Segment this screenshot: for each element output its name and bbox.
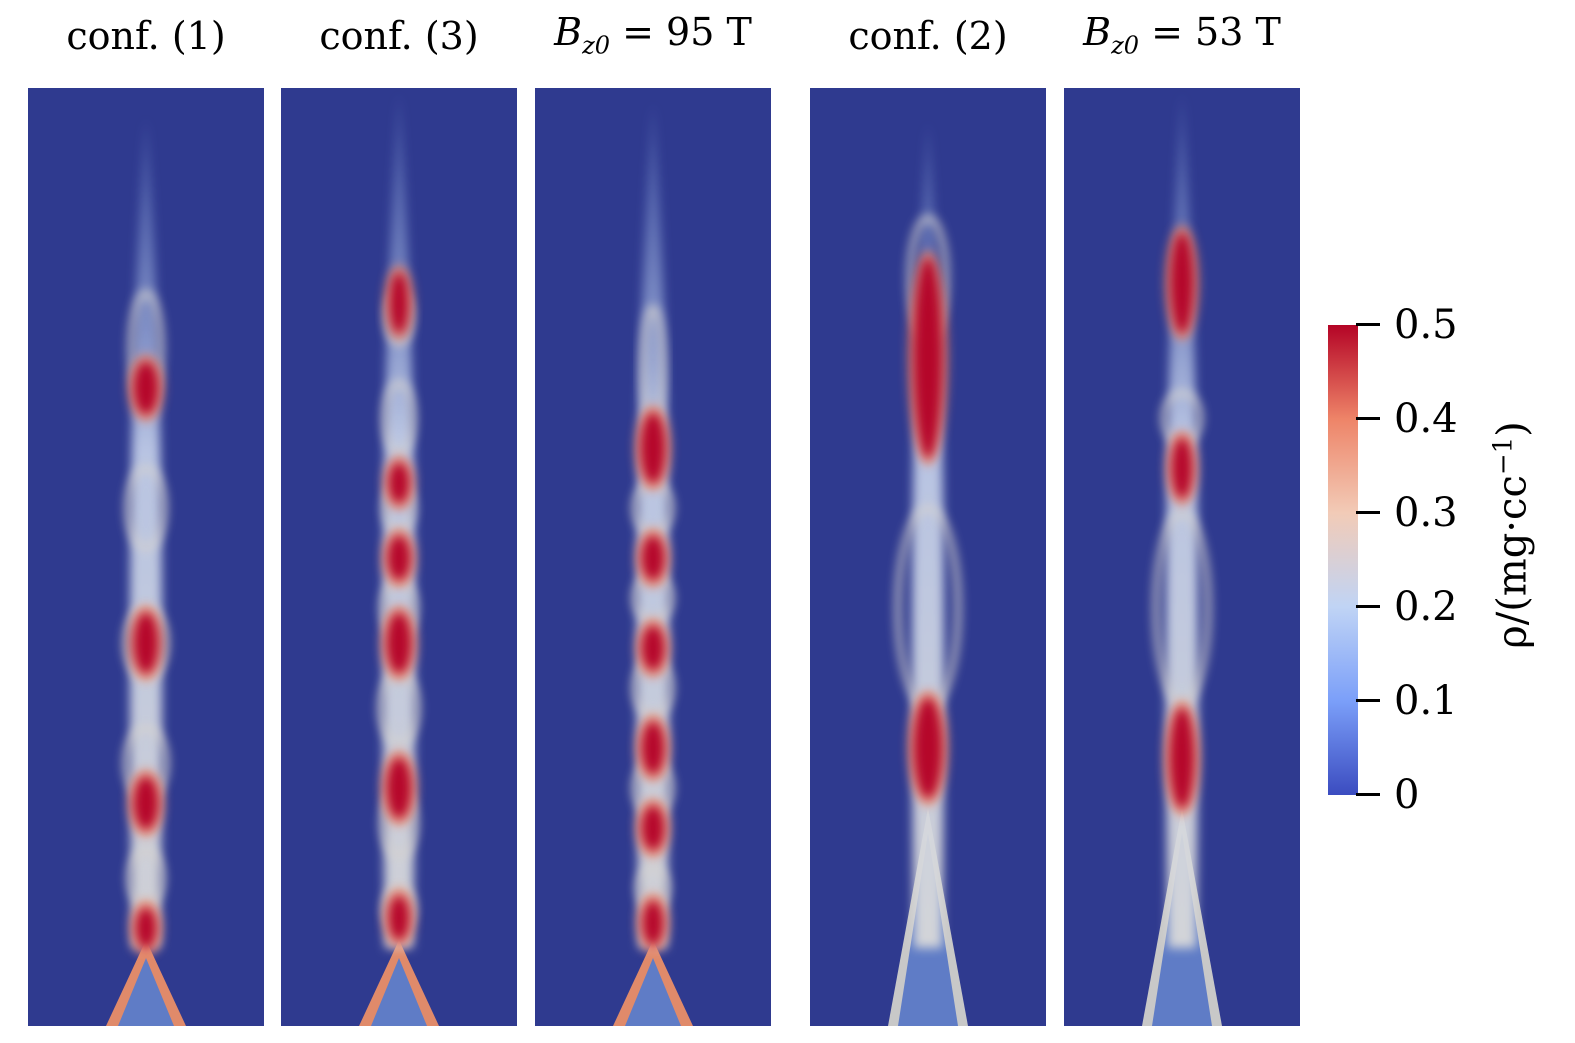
colorbar-tick [1356, 699, 1380, 702]
colorbar-tick-label: 0 [1394, 772, 1420, 818]
colorbar-tick-label: 0.3 [1394, 490, 1458, 536]
density-panel-bz0-95 [535, 88, 771, 1026]
colorbar [1328, 325, 1358, 795]
colorbar-tick [1356, 417, 1380, 420]
panel-title-bz0-95: Bz0 = 95 T [554, 10, 752, 60]
colorbar-tick [1356, 605, 1380, 608]
density-panel-conf3 [281, 88, 517, 1026]
colorbar-tick-label: 0.1 [1394, 678, 1458, 724]
colorbar-tick-label: 0.5 [1394, 302, 1458, 348]
panel-title-conf3: conf. (3) [319, 14, 479, 58]
panel-title-conf2: conf. (2) [848, 14, 1008, 58]
panel-title-conf1: conf. (1) [66, 14, 226, 58]
density-panel-conf2 [810, 88, 1046, 1026]
colorbar-axis-label: ρ/(mg·cc−1) [1488, 421, 1536, 649]
colorbar-tick-label: 0.2 [1394, 584, 1458, 630]
colorbar-tick [1356, 323, 1380, 326]
colorbar-tick [1356, 511, 1380, 514]
panel-title-bz0-53: Bz0 = 53 T [1083, 10, 1281, 60]
density-panel-bz0-53 [1064, 88, 1300, 1026]
colorbar-tick [1356, 793, 1380, 796]
colorbar-tick-label: 0.4 [1394, 396, 1458, 442]
density-panel-conf1 [28, 88, 264, 1026]
